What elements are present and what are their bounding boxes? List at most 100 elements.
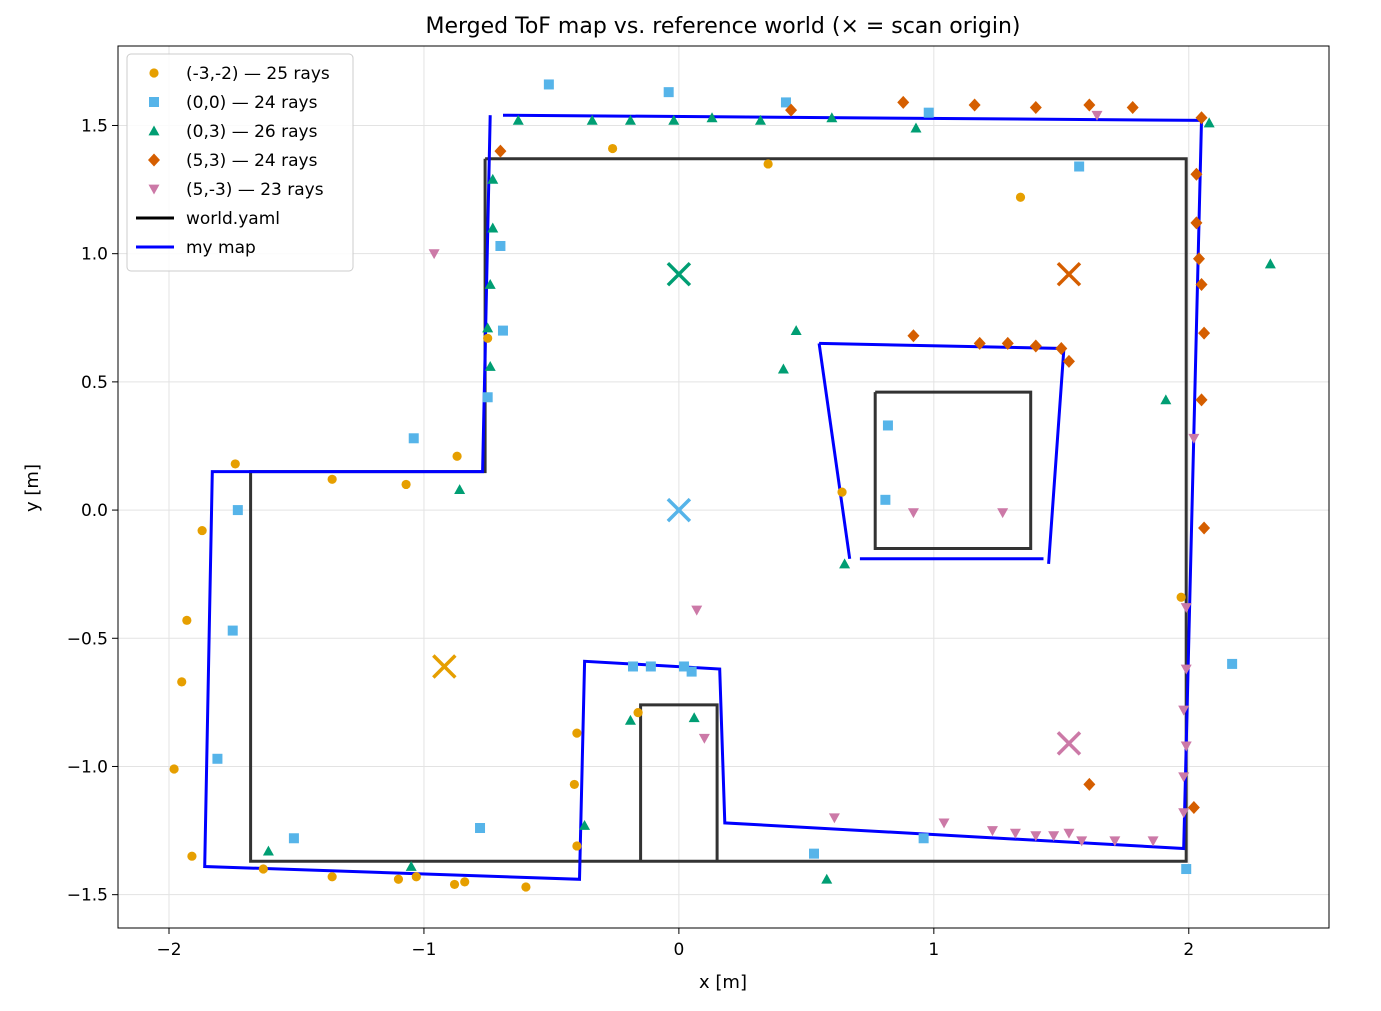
data-point: [1195, 111, 1208, 125]
data-point: [428, 249, 440, 260]
data-point: [495, 240, 506, 251]
x-tick-label: 1: [928, 940, 939, 960]
data-point: [1147, 836, 1159, 847]
x-axis-label: x [m]: [699, 972, 747, 993]
data-point: [785, 103, 798, 117]
scan-origin-marker: [1056, 261, 1082, 287]
data-point: [484, 278, 496, 289]
data-point: [227, 625, 238, 636]
data-point: [668, 114, 680, 125]
scan-origin-stroke: [1056, 261, 1082, 287]
data-point: [698, 733, 710, 744]
data-point: [1180, 664, 1192, 675]
data-point: [826, 112, 838, 123]
x-tick-label: −2: [156, 940, 181, 960]
y-tick-label: −0.5: [67, 629, 108, 649]
data-point: [1198, 326, 1211, 340]
data-point: [405, 860, 417, 871]
scan-origin-marker: [666, 497, 692, 523]
data-point: [809, 848, 820, 859]
data-point: [572, 728, 582, 738]
data-point: [645, 661, 656, 672]
data-point: [460, 877, 470, 887]
data-point: [1180, 603, 1192, 614]
legend-label: world.yaml: [186, 209, 280, 229]
y-axis-label: y [m]: [22, 464, 43, 512]
data-point: [1178, 705, 1190, 716]
data-point: [483, 333, 493, 343]
legend-marker: [149, 68, 159, 78]
data-point: [475, 823, 486, 834]
data-point: [262, 845, 274, 856]
data-point: [521, 882, 531, 892]
data-point: [177, 677, 187, 687]
x-axis-ticks: −2 −1 0 1 2: [156, 928, 1194, 960]
data-point: [1048, 831, 1060, 842]
scan-origin-marker: [666, 261, 692, 287]
x-tick-label: 0: [673, 940, 684, 960]
grid: [118, 46, 1329, 928]
ray-points: [169, 79, 1276, 892]
data-point: [487, 173, 499, 184]
data-point: [1195, 277, 1208, 291]
legend-label: (5,-3) — 23 rays: [186, 180, 324, 200]
data-point: [197, 525, 207, 536]
data-point: [230, 459, 240, 469]
data-point: [408, 433, 419, 444]
chart-title: Merged ToF map vs. reference world (× = …: [425, 14, 1020, 39]
data-point: [1001, 336, 1014, 350]
data-point: [678, 661, 689, 672]
data-point: [973, 336, 986, 350]
map-line-segment: [639, 703, 719, 862]
data-point: [986, 826, 998, 837]
data-point: [1055, 342, 1068, 356]
data-point: [1030, 831, 1042, 842]
data-point: [1109, 836, 1121, 847]
data-point: [288, 833, 299, 844]
legend-marker: [148, 153, 160, 167]
data-point: [691, 605, 703, 616]
x-tick-label: −1: [411, 940, 436, 960]
data-point: [918, 833, 929, 844]
data-point: [1063, 828, 1075, 839]
legend-marker: [148, 125, 160, 136]
data-point: [1180, 741, 1192, 752]
data-point: [1264, 258, 1276, 269]
data-point: [579, 819, 591, 830]
data-point: [1227, 658, 1238, 669]
data-point: [1181, 864, 1192, 875]
data-point: [586, 114, 598, 125]
legend-label: (5,3) — 24 rays: [186, 151, 318, 171]
map-line-segment: [249, 157, 1188, 863]
y-tick-label: 1.0: [81, 245, 108, 265]
data-point: [482, 392, 493, 403]
data-point: [763, 159, 773, 169]
plot-frame: [117, 45, 1330, 929]
y-tick-label: −1.5: [67, 886, 108, 906]
data-point: [627, 661, 638, 672]
scan-origin-marker: [1056, 731, 1082, 756]
legend-label: (0,0) — 24 rays: [186, 93, 318, 113]
y-tick-label: 0.5: [81, 373, 108, 393]
y-tick-label: 1.5: [81, 116, 108, 136]
data-point: [1187, 800, 1200, 814]
data-point: [624, 714, 636, 725]
data-point: [839, 558, 851, 569]
data-point: [1029, 339, 1042, 353]
scan-origin-stroke: [1056, 731, 1082, 756]
data-point: [494, 144, 507, 158]
data-point: [572, 841, 582, 851]
data-point: [1076, 836, 1088, 847]
data-point: [327, 474, 337, 484]
y-tick-label: −1.0: [67, 757, 108, 777]
data-point: [686, 666, 697, 677]
data-point: [706, 112, 718, 123]
data-point: [897, 95, 910, 109]
legend-label: (0,3) — 26 rays: [186, 122, 318, 142]
data-point: [258, 864, 268, 874]
scan-origin-stroke: [666, 261, 692, 287]
data-point: [910, 122, 922, 133]
data-point: [232, 505, 243, 516]
data-point: [1178, 772, 1190, 783]
